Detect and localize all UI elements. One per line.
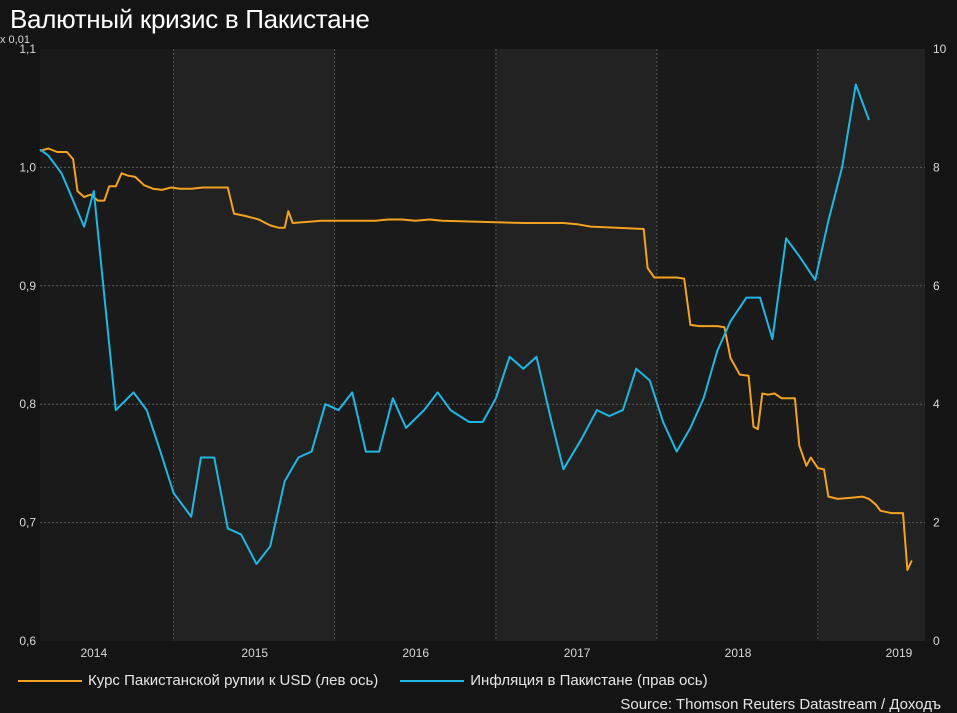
left-axis-tick-label: 1,1 [19, 42, 36, 56]
rupee-rate-line [39, 147, 913, 571]
x-axis-tick-label: 2019 [886, 646, 913, 660]
right-axis-tick-label: 10 [933, 42, 947, 56]
left-axis-tick-label: 0,9 [19, 279, 36, 293]
left-axis-tick-label: 0,8 [19, 397, 36, 411]
x-axis-tick-label: 2015 [241, 646, 268, 660]
right-axis-tick-label: 4 [933, 397, 940, 411]
legend-item-inflation: Инфляция в Пакистане (прав ось) [400, 672, 708, 689]
legend-item-rupee: Курс Пакистанской рупии к USD (лев ось) [18, 672, 378, 689]
legend-swatch-rupee [18, 679, 82, 682]
right-axis-tick-label: 8 [933, 160, 940, 174]
plot-band [495, 49, 657, 641]
source-note: Source: Thomson Reuters Datastream / Дох… [620, 696, 941, 713]
right-axis-tick-label: 2 [933, 516, 940, 530]
x-axis-tick-label: 2016 [402, 646, 429, 660]
left-axis-tick-label: 0,7 [19, 516, 36, 530]
chart-title: Валютный кризис в Пакистане [10, 4, 370, 34]
plot-band [40, 49, 174, 641]
plot-band [334, 49, 496, 641]
left-axis-tick-label: 0,6 [19, 634, 36, 648]
plot-band [656, 49, 818, 641]
legend-label-inflation: Инфляция в Пакистане (прав ось) [470, 672, 708, 689]
legend-swatch-inflation [400, 679, 465, 682]
axes: 0,6 0,7 0,8 0,9 1,0 1,1 0 2 4 6 8 10 x 0,01 2014 2015 2… [0, 34, 947, 660]
right-axis-tick-label: 0 [933, 634, 940, 648]
x-axis-tick-label: 2014 [80, 646, 107, 660]
plot-band [173, 49, 335, 641]
plot-band [817, 49, 925, 641]
plot-background [40, 49, 925, 641]
x-axis-tick-label: 2017 [564, 646, 591, 660]
legend-label-rupee: Курс Пакистанской рупии к USD (лев ось) [88, 672, 379, 689]
gridlines [40, 49, 925, 641]
right-axis-tick-label: 6 [933, 279, 940, 293]
left-axis-tick-label: 1,0 [19, 160, 36, 174]
x-axis-tick-label: 2018 [725, 646, 752, 660]
series-lines [39, 83, 913, 571]
legend: Курс Пакистанской рупии к USD (лев ось) … [18, 672, 730, 689]
left-axis-unit-label: x 0,01 [0, 34, 30, 46]
inflation-line [39, 83, 870, 565]
